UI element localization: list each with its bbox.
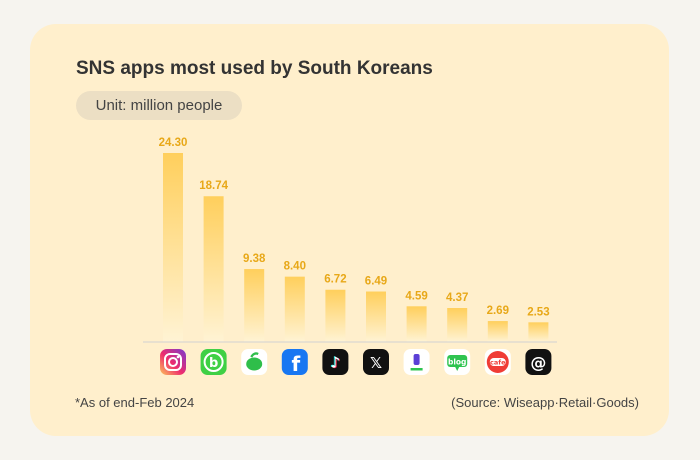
svg-text:@: @	[530, 353, 546, 372]
bar-9	[487, 321, 508, 342]
x-icon: 𝕏	[363, 349, 389, 375]
daum-cafe-icon: cafe	[484, 349, 511, 375]
bar-5	[325, 289, 346, 342]
tiktok-icon: ♪♪♪	[322, 349, 349, 375]
value-label-6: 6.49	[365, 276, 387, 288]
svg-text:♪: ♪	[332, 354, 342, 372]
naver-blog-icon-1	[403, 349, 430, 375]
bar-3	[244, 269, 265, 342]
svg-text:𝕏: 𝕏	[370, 354, 382, 372]
naver-blog-icon-2: blog	[444, 349, 471, 375]
value-label-10: 2.53	[527, 306, 549, 318]
unit-badge: Unit: million people	[76, 91, 242, 120]
chart-card: SNS apps most used by South Koreans Unit…	[30, 24, 669, 436]
value-label-3: 9.38	[243, 253, 266, 265]
svg-text:♪: ♪	[330, 353, 340, 371]
svg-text:♪: ♪	[331, 354, 341, 372]
value-label-1: 24.30	[159, 137, 188, 149]
value-label-5: 6.72	[324, 274, 346, 286]
bar-1	[163, 153, 183, 342]
value-label-9: 2.69	[487, 305, 509, 317]
value-label-7: 4.59	[405, 290, 427, 302]
svg-text:blog: blog	[448, 358, 466, 367]
svg-text:cafe: cafe	[490, 359, 506, 367]
bar-6	[366, 291, 386, 342]
instagram-icon	[160, 349, 186, 375]
svg-text:b: b	[209, 356, 218, 371]
kakaostory-icon	[241, 349, 268, 375]
svg-text:f: f	[291, 352, 300, 376]
value-label-8: 4.37	[446, 292, 468, 304]
value-label-2: 18.74	[199, 180, 228, 192]
footnote: *As of end-Feb 2024	[75, 395, 195, 410]
bar-7	[406, 306, 427, 342]
band-icon: b	[200, 349, 227, 375]
bar-10	[528, 322, 549, 342]
bar-8	[447, 308, 468, 342]
value-label-4: 8.40	[284, 261, 306, 273]
facebook-icon: f	[281, 349, 308, 376]
bar-chart: 24.30 18.74 9.38 8.40 6.72 6.49 4.59 4.37 2.69 2.…	[143, 137, 557, 376]
bar-4	[284, 276, 305, 342]
chart-title: SNS apps most used by South Koreans	[76, 58, 433, 79]
threads-icon: @	[525, 349, 552, 375]
bar-2	[203, 196, 224, 342]
source-note: (Source: Wiseapp·Retail·Goods)	[451, 395, 639, 410]
